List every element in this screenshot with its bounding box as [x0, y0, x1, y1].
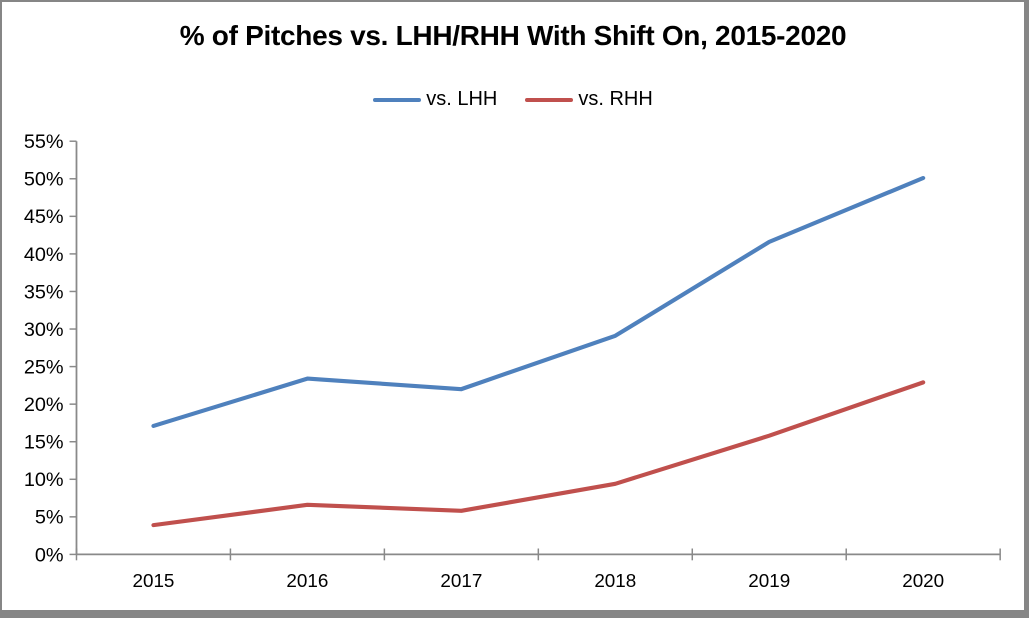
- y-tick-label: 5%: [35, 507, 64, 529]
- legend-item-vs-rhh: vs. RHH: [525, 88, 653, 111]
- y-tick-label: 0%: [35, 544, 64, 566]
- y-tick-label: 35%: [24, 281, 64, 303]
- x-tick-label: 2018: [594, 570, 636, 591]
- chart-title: % of Pitches vs. LHH/RHH With Shift On, …: [179, 20, 847, 51]
- x-tick-label: 2019: [748, 570, 790, 591]
- series-line-vs-rhh: [151, 380, 926, 528]
- y-tick-label: 10%: [24, 469, 64, 491]
- y-tick-label: 25%: [24, 357, 64, 379]
- y-tick-label: 30%: [24, 319, 64, 341]
- y-tick-label: 45%: [24, 206, 64, 228]
- lhh-line-swatch-icon: [373, 97, 422, 102]
- plot-area: 0% 5% 10% 15% 20% 25% 30% 35% 40% 45% 50% 55% 2015 20…: [24, 131, 1001, 591]
- x-tick-label: 2017: [440, 570, 482, 591]
- x-tick-label: 2016: [286, 570, 328, 591]
- x-tick-label: 2020: [902, 570, 944, 591]
- rhh-line-swatch-icon: [525, 97, 574, 102]
- y-tick-label: 55%: [24, 131, 64, 153]
- series-line-vs-lhh: [151, 175, 926, 429]
- x-tick-label: 2015: [132, 570, 174, 591]
- legend-label-vs-lhh: vs. LHH: [426, 88, 498, 110]
- y-tick-label: 50%: [24, 169, 64, 191]
- legend-item-vs-lhh: vs. LHH: [373, 88, 497, 111]
- y-tick-label: 40%: [24, 244, 64, 266]
- y-tick-label: 15%: [24, 432, 64, 454]
- legend-label-vs-rhh: vs. RHH: [578, 88, 653, 110]
- y-tick-label: 20%: [24, 394, 64, 416]
- legend: vs. LHH vs. RHH: [2, 88, 1024, 111]
